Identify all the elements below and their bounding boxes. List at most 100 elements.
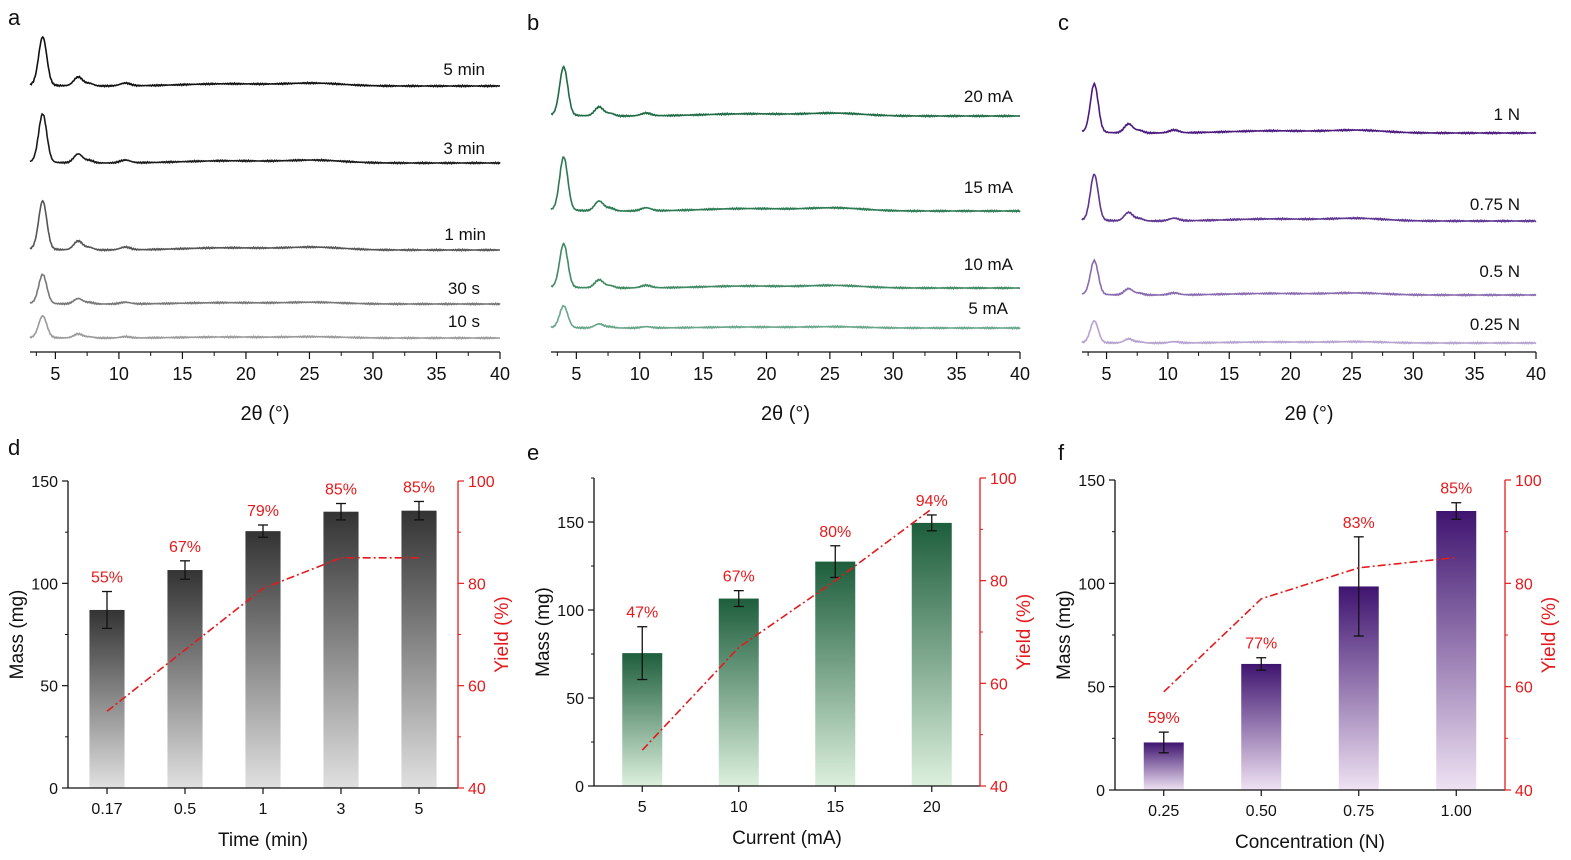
bar-panel-f: 59% 77% 83% 85% 0 50 100 150 40 60 80 100 0.25 0.50 0.… bbox=[1054, 473, 1560, 853]
y2-tick-label: 100 bbox=[1515, 473, 1542, 490]
x-tick-label: 3 bbox=[337, 801, 346, 818]
x-tick-label: 5 bbox=[638, 799, 647, 816]
x-tick-label: 40 bbox=[1526, 364, 1546, 384]
xrd-trace-3 bbox=[29, 273, 501, 307]
y-tick-label: 50 bbox=[1087, 680, 1105, 697]
y2-tick-label: 40 bbox=[468, 781, 486, 798]
yield-label: 79% bbox=[247, 503, 279, 520]
panel-letter-e: e bbox=[527, 440, 539, 465]
x-tick-label: 30 bbox=[363, 364, 383, 384]
series-label: 10 s bbox=[448, 312, 480, 331]
x-tick-label: 0.50 bbox=[1246, 803, 1277, 820]
y2-axis-label: Yield (%) bbox=[492, 596, 513, 672]
y2-tick-label: 60 bbox=[990, 676, 1008, 693]
x-tick-label: 10 bbox=[1158, 364, 1178, 384]
y-axis-label: Mass (mg) bbox=[1054, 590, 1075, 680]
y-axis-label: Mass (mg) bbox=[7, 590, 28, 680]
x-axis-label: Time (min) bbox=[218, 830, 308, 851]
x-tick-label: 10 bbox=[630, 364, 650, 384]
x-tick-label: 20 bbox=[756, 364, 776, 384]
xrd-trace-0 bbox=[1081, 81, 1537, 136]
x-tick-label: 15 bbox=[172, 364, 192, 384]
x-tick-label: 25 bbox=[299, 364, 319, 384]
yield-label: 59% bbox=[1148, 710, 1180, 727]
xrd-trace-1 bbox=[29, 112, 501, 165]
y2-tick-label: 60 bbox=[468, 679, 486, 696]
y-tick-label: 100 bbox=[1078, 576, 1105, 593]
y-tick-label: 0 bbox=[1096, 783, 1105, 800]
xrd-trace-2 bbox=[29, 199, 500, 253]
y-tick-label: 100 bbox=[557, 603, 584, 620]
y2-tick-label: 40 bbox=[990, 779, 1008, 796]
y2-tick-label: 80 bbox=[468, 576, 486, 593]
x-tick-label: 0.17 bbox=[91, 801, 122, 818]
x-axis-label: Current (mA) bbox=[732, 828, 842, 849]
bar bbox=[911, 522, 952, 786]
xrd-trace-0 bbox=[29, 35, 501, 89]
series-label: 5 min bbox=[443, 60, 485, 79]
yield-label: 94% bbox=[916, 493, 948, 510]
x-axis-label: 2θ (°) bbox=[240, 403, 289, 425]
y-tick-label: 0 bbox=[49, 781, 58, 798]
bar bbox=[89, 609, 125, 788]
bar-panel-d: 55% 67% 79% 85% 85% 0 50 100 150 40 60 80 100 0.17 0.5… bbox=[7, 474, 513, 851]
x-tick-label: 20 bbox=[1281, 364, 1301, 384]
xrd-panel-c: 5 10 15 20 25 30 35 40 2θ (°) 1 N 0.75 N 0.5 N 0.25 … bbox=[1081, 81, 1546, 425]
y2-tick-label: 80 bbox=[1515, 576, 1533, 593]
y2-tick-label: 100 bbox=[990, 471, 1017, 488]
x-axis-label: Concentration (N) bbox=[1235, 832, 1385, 853]
yield-label: 80% bbox=[819, 524, 851, 541]
y2-axis-label: Yield (%) bbox=[1539, 597, 1560, 673]
x-tick-label: 10 bbox=[109, 364, 129, 384]
xrd-trace-1 bbox=[1081, 173, 1537, 224]
x-tick-label: 10 bbox=[730, 799, 748, 816]
yield-label: 85% bbox=[403, 479, 435, 496]
series-label: 5 mA bbox=[968, 299, 1008, 318]
xrd-trace-1 bbox=[550, 156, 1021, 214]
yield-label: 85% bbox=[325, 482, 357, 499]
y-tick-label: 50 bbox=[566, 691, 584, 708]
x-tick-label: 25 bbox=[820, 364, 840, 384]
y2-tick-label: 100 bbox=[468, 474, 495, 491]
yield-line bbox=[1163, 556, 1457, 693]
y2-tick-label: 40 bbox=[1515, 783, 1533, 800]
yield-label: 67% bbox=[169, 539, 201, 556]
x-axis-label: 2θ (°) bbox=[1284, 403, 1333, 425]
y2-tick-label: 80 bbox=[990, 574, 1008, 591]
y-tick-label: 100 bbox=[31, 576, 58, 593]
x-tick-label: 1 bbox=[259, 801, 268, 818]
x-axis-label: 2θ (°) bbox=[761, 403, 810, 425]
yield-line bbox=[106, 557, 419, 712]
y-axis-label: Mass (mg) bbox=[533, 587, 554, 677]
panel-letter-f: f bbox=[1058, 440, 1065, 465]
bar bbox=[1241, 663, 1282, 790]
xrd-trace-2 bbox=[550, 242, 1020, 291]
panel-letter-d: d bbox=[8, 435, 20, 460]
x-tick-label: 30 bbox=[1403, 364, 1423, 384]
yield-label: 55% bbox=[91, 570, 123, 587]
bar bbox=[718, 598, 759, 786]
x-tick-label: 5 bbox=[571, 364, 581, 384]
panel-letter-b: b bbox=[527, 10, 539, 35]
series-label: 20 mA bbox=[964, 87, 1014, 106]
y2-axis-label: Yield (%) bbox=[1014, 594, 1035, 670]
bar bbox=[1436, 511, 1477, 790]
x-tick-label: 5 bbox=[1102, 364, 1112, 384]
series-label: 0.5 N bbox=[1479, 262, 1520, 281]
y-tick-label: 150 bbox=[1078, 473, 1105, 490]
xrd-trace-2 bbox=[1081, 258, 1537, 298]
x-tick-label: 25 bbox=[1342, 364, 1362, 384]
x-tick-label: 30 bbox=[883, 364, 903, 384]
bar bbox=[245, 531, 281, 788]
yield-line bbox=[641, 508, 933, 751]
series-label: 1 N bbox=[1494, 105, 1520, 124]
y2-tick-label: 60 bbox=[1515, 680, 1533, 697]
bar bbox=[815, 561, 856, 786]
yield-label: 47% bbox=[626, 605, 658, 622]
series-label: 10 mA bbox=[964, 255, 1014, 274]
panel-letter-a: a bbox=[8, 5, 21, 30]
series-label: 0.25 N bbox=[1470, 315, 1520, 334]
bar bbox=[323, 511, 359, 788]
xrd-trace-3 bbox=[550, 304, 1021, 331]
